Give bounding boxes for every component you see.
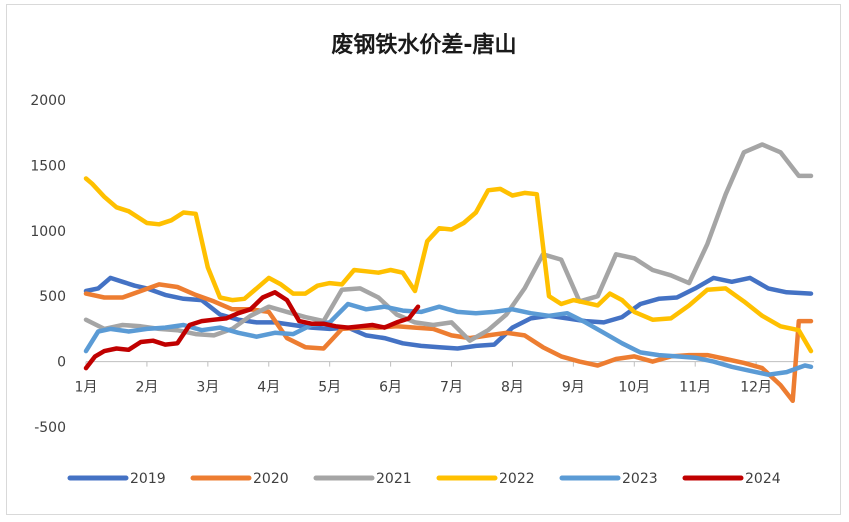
- legend-label-2021: 2021: [376, 471, 412, 487]
- x-tick-label: 8月: [501, 380, 524, 396]
- series-line-2024: [83, 290, 421, 371]
- x-tick-label: 12月: [740, 380, 772, 396]
- x-tick-label: 6月: [379, 380, 402, 396]
- series-line-2020: [83, 282, 814, 404]
- x-tick-label: 7月: [440, 380, 463, 396]
- x-tick-label: 3月: [196, 380, 219, 396]
- x-tick-label: 2月: [135, 380, 158, 396]
- series-group: [83, 142, 814, 404]
- x-axis: 1月 2月 3月 4月 5月 6月 7月 8月 9月 10月 11月 12月: [75, 361, 772, 396]
- y-tick-label: 0: [57, 355, 66, 371]
- y-axis: -500 0 500 1000 1500 2000: [30, 93, 66, 436]
- x-tick-label: 11月: [679, 380, 711, 396]
- chart-title: 废钢铁水价差-唐山: [331, 32, 516, 58]
- series-line-2021: [83, 142, 814, 343]
- legend-label-2024: 2024: [745, 471, 781, 487]
- x-tick-label: 5月: [318, 380, 341, 396]
- legend: 2019 2020 2021 2022 2023 2024: [67, 471, 781, 487]
- x-tick-label: 4月: [257, 380, 280, 396]
- y-tick-label: 500: [39, 289, 66, 305]
- y-tick-label: -500: [34, 420, 66, 436]
- series-line-2019: [83, 275, 814, 351]
- legend-label-2019: 2019: [130, 471, 166, 487]
- y-tick-label: 1500: [30, 158, 66, 174]
- y-tick-label: 2000: [30, 93, 66, 109]
- x-tick-label: 1月: [75, 380, 98, 396]
- legend-label-2020: 2020: [253, 471, 289, 487]
- legend-label-2022: 2022: [499, 471, 535, 487]
- legend-label-2023: 2023: [622, 471, 658, 487]
- x-tick-label: 9月: [562, 380, 585, 396]
- x-tick-label: 10月: [618, 380, 650, 396]
- series-line-2023: [83, 301, 814, 377]
- series-line-2022: [83, 176, 814, 354]
- y-tick-label: 1000: [30, 224, 66, 240]
